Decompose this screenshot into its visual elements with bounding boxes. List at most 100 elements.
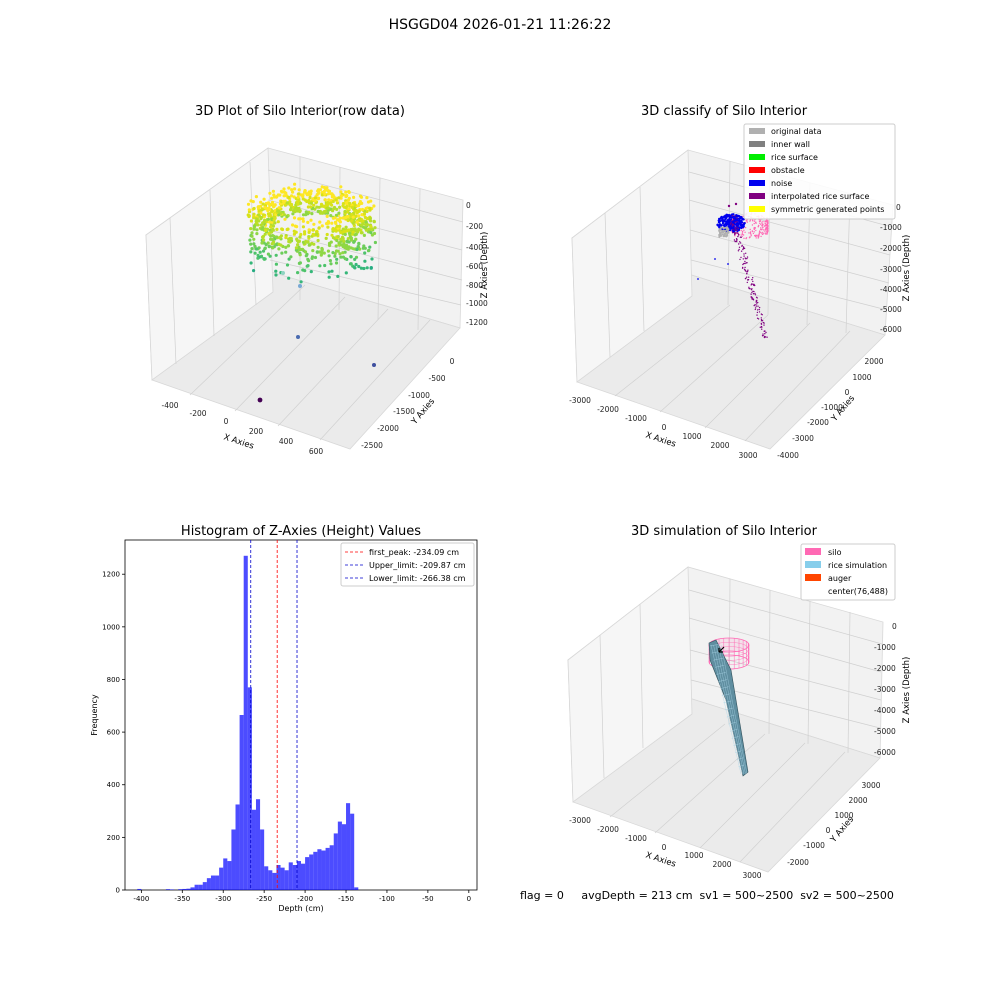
raw-point [348, 262, 353, 266]
raw-ytick: -500 [428, 374, 445, 383]
raw-point [282, 190, 287, 194]
raw-point [320, 224, 324, 228]
raw-point [254, 195, 258, 199]
classify-point [735, 229, 737, 231]
classify-point [765, 220, 767, 222]
raw-point [256, 205, 261, 209]
simulation-xtick: -2000 [597, 825, 619, 834]
classify-point [742, 215, 744, 217]
histogram-ytick-label: 800 [107, 676, 120, 684]
raw-point [260, 207, 264, 211]
raw-point [335, 207, 339, 211]
histogram-xtick-label: -50 [422, 895, 433, 903]
raw-point [347, 240, 351, 244]
raw-point [273, 203, 277, 207]
raw-point [354, 262, 358, 267]
classify-point [760, 227, 762, 229]
raw-point [317, 205, 321, 209]
raw-point [339, 230, 343, 235]
raw-point [355, 247, 359, 252]
raw-point [327, 270, 331, 274]
raw-point [341, 236, 345, 241]
classify-point [746, 220, 748, 222]
raw-point [365, 196, 369, 200]
classify-point [763, 330, 765, 332]
raw-point [257, 213, 261, 217]
raw-point [316, 196, 321, 200]
simulation-footer-stats: flag = 0 avgDepth = 213 cm sv1 = 500~250… [520, 889, 894, 902]
raw-point [287, 195, 291, 199]
classify-point [767, 230, 769, 232]
classify-ytick: -2000 [807, 418, 829, 427]
classify-point [756, 297, 758, 299]
classify-point [734, 221, 736, 223]
classify-point [718, 226, 721, 229]
raw-point [279, 189, 284, 193]
classify-legend-swatch [749, 180, 765, 186]
raw-point [341, 251, 345, 255]
histogram-bar [170, 889, 175, 890]
classify-point [737, 250, 740, 252]
raw-point [295, 200, 299, 204]
raw-point [304, 254, 308, 258]
raw-point [346, 247, 350, 251]
raw-point [336, 249, 340, 253]
raw-point [368, 216, 372, 220]
classify-ytick: 2000 [864, 357, 883, 366]
classify-point [732, 228, 734, 231]
raw-point [301, 217, 305, 221]
raw-point [337, 241, 341, 245]
classify-ztick: -1000 [880, 223, 902, 232]
raw-point [307, 228, 311, 232]
raw-point [263, 205, 267, 209]
raw-point [276, 220, 280, 224]
classify-point [750, 296, 753, 298]
classify-point [761, 225, 763, 227]
histogram-bar [235, 804, 240, 890]
raw-point [290, 188, 294, 192]
raw-point [351, 230, 355, 234]
classify-point [739, 258, 741, 261]
raw-point [327, 189, 332, 193]
histogram-ytick-label: 600 [107, 729, 120, 737]
classify-point [753, 222, 755, 225]
histogram-bar [272, 872, 277, 890]
classify-point [761, 232, 763, 234]
simulation-z-ticks: 0 -1000 -2000 -3000 -4000 -5000 -6000 [874, 622, 897, 757]
simulation-ztick: -6000 [874, 748, 896, 757]
raw-point [327, 275, 331, 279]
histogram-y-label: Frequency [90, 694, 99, 736]
classify-point [754, 227, 756, 229]
histogram-bar [202, 882, 207, 890]
classify-point [744, 260, 746, 263]
raw-point [309, 201, 313, 205]
raw-point [373, 240, 377, 245]
classify-point [761, 222, 763, 224]
raw-point [260, 227, 264, 231]
histogram-x-ticks: -400 -350 -300 -250 -200 -150 -100 -50 0 [133, 890, 471, 903]
classify-point [737, 235, 739, 238]
raw-point [326, 221, 330, 225]
raw-point [341, 202, 345, 206]
classify-point [753, 290, 755, 293]
raw-point [291, 209, 295, 213]
classify-point [746, 281, 748, 284]
histogram-bar [305, 857, 310, 890]
classify-point [734, 234, 736, 236]
classify-point [751, 288, 753, 290]
classify-point [746, 257, 748, 260]
classify-point [765, 233, 767, 235]
classify-point [762, 333, 764, 335]
raw-point [291, 190, 295, 194]
classify-point [765, 229, 767, 231]
raw-point [297, 192, 301, 196]
simulation-ztick: -3000 [874, 685, 896, 694]
raw-point [360, 207, 365, 212]
classify-point [746, 272, 748, 274]
classify-point [723, 223, 726, 226]
classify-point [733, 239, 736, 241]
raw-point [301, 213, 306, 217]
classify-point [758, 232, 760, 235]
raw-point [339, 190, 343, 194]
histogram-bar [182, 888, 187, 890]
